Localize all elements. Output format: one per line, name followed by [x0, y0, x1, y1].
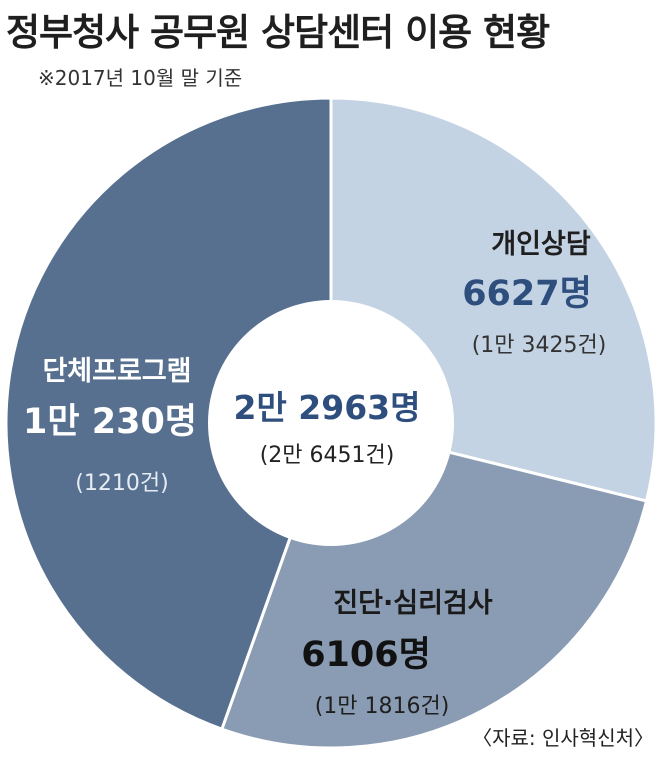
slice-cases-personal: (1만 3425건)	[472, 333, 607, 358]
slice-name-diagnosis: 진단·심리검사	[333, 588, 492, 619]
center-total-cases: (2만 6451건)	[260, 443, 395, 468]
slice-label-group: 단체프로그램 1만 230명 (1210건)	[23, 356, 197, 496]
slice-cases-diagnosis: (1만 1816건)	[315, 694, 450, 719]
slice-value-personal: 6627명	[462, 274, 592, 314]
chart-subtitle: ※2017년 10월 말 기준	[38, 66, 243, 90]
slice-value-group: 1만 230명	[23, 402, 197, 442]
slice-name-group: 단체프로그램	[42, 356, 191, 387]
slice-cases-group: (1210건)	[75, 471, 168, 496]
slice-label-diagnosis: 진단·심리검사 6106명 (1만 1816건)	[301, 588, 493, 719]
chart-title: 정부청사 공무원 상담센터 이용 현황	[6, 11, 550, 54]
slice-value-diagnosis: 6106명	[301, 635, 431, 675]
donut-hole	[208, 300, 454, 546]
slice-label-personal: 개인상담 6627명 (1만 3425건)	[462, 229, 606, 358]
slice-name-personal: 개인상담	[491, 229, 591, 260]
slice-group	[4, 96, 333, 732]
source-note: 〈자료: 인사혁신처〉	[472, 726, 654, 750]
center-total-value: 2만 2963명	[233, 388, 420, 427]
center-total: 2만 2963명 (2만 6451건)	[233, 388, 420, 468]
